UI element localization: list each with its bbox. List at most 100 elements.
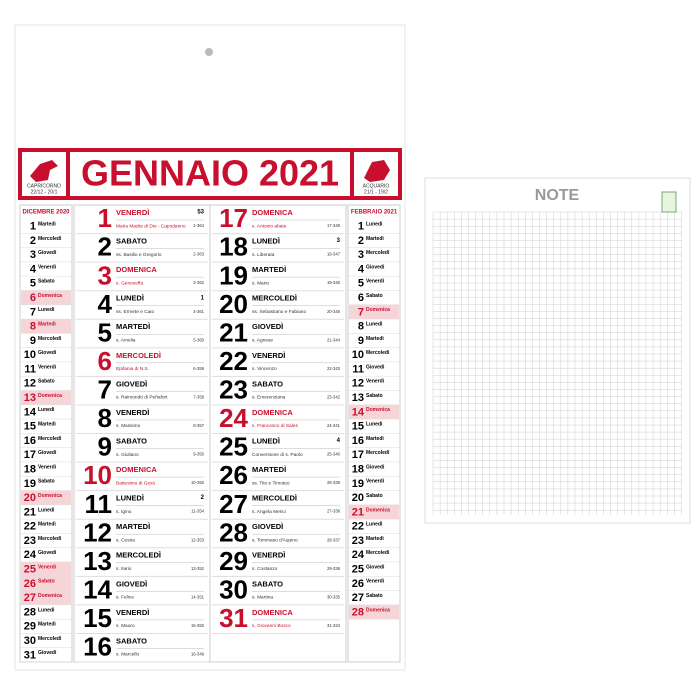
day-number: 3: [98, 260, 112, 290]
day-count: 16-349: [191, 652, 205, 657]
side-weekday: Giovedì: [38, 250, 57, 256]
day-count: 20-345: [327, 309, 341, 314]
weekday: MERCOLEDÌ: [252, 294, 297, 303]
side-weekday: Lunedì: [366, 322, 383, 328]
title-box: [70, 152, 350, 196]
side-day: 30: [24, 635, 36, 647]
side-day: 4: [358, 263, 365, 275]
weekday: DOMENICA: [252, 408, 293, 417]
side-day: 11: [352, 363, 364, 375]
side-weekday: Venerdì: [38, 464, 57, 470]
side-day: 1: [30, 221, 36, 233]
day-count: 15-350: [191, 623, 205, 628]
side-weekday: Mercoledì: [366, 550, 390, 556]
saint: Epifania di N.S.: [116, 366, 149, 372]
side-weekday: Sabato: [366, 393, 383, 399]
side-weekday: Lunedì: [38, 507, 55, 513]
day-count: 11-354: [191, 509, 204, 514]
day-count: 5-360: [193, 337, 204, 342]
weekday: DOMENICA: [252, 608, 293, 617]
saint: s. Costanzo: [252, 566, 278, 572]
weekday: MARTEDÌ: [252, 465, 286, 474]
side-weekday: Lunedì: [366, 422, 383, 428]
side-day: 20: [24, 492, 36, 504]
day-number: 12: [83, 517, 112, 547]
side-day: 16: [24, 435, 36, 447]
holiday-shade: [21, 390, 71, 405]
side-weekday: Mercoledì: [366, 350, 390, 356]
side-weekday: Giovedì: [366, 464, 385, 470]
side-weekday: Venerdì: [38, 564, 57, 570]
side-day: 3: [30, 249, 36, 261]
day-number: 22: [219, 346, 248, 376]
weekday: DOMENICA: [116, 465, 157, 474]
saint: s. Antonio abate: [252, 223, 287, 229]
day-number: 4: [98, 289, 113, 319]
day-number: 1: [98, 203, 112, 233]
saint: s. Marcello: [116, 652, 140, 658]
side-day: 19: [24, 478, 36, 490]
side-day: 14: [352, 406, 365, 418]
side-day: 12: [352, 378, 364, 390]
weekday: MERCOLEDÌ: [252, 494, 297, 503]
day-count: 19-346: [327, 280, 341, 285]
side-day: 2: [358, 235, 364, 247]
weekday: LUNEDÌ: [252, 237, 280, 246]
day-number: 18: [219, 232, 248, 262]
saint: s. Emerenziana: [252, 395, 286, 401]
side-weekday: Mercoledì: [38, 636, 62, 642]
side-weekday: Sabato: [366, 493, 383, 499]
side-weekday: Sabato: [38, 479, 55, 485]
side-weekday: Sabato: [38, 279, 55, 285]
day-count: 10-355: [191, 480, 205, 485]
weekday: VENERDÌ: [116, 408, 149, 417]
saint: s. Giovanni Bosco: [252, 623, 291, 629]
day-count: 7-358: [193, 394, 204, 399]
capricorn-icon: [30, 160, 58, 182]
side-weekday: Lunedì: [38, 307, 55, 313]
side-weekday: Domenica: [38, 293, 62, 299]
side-day: 18: [352, 463, 364, 475]
saint: s. Martina: [252, 595, 273, 601]
day-count: 6-359: [193, 366, 204, 371]
side-weekday: Venerdì: [366, 579, 385, 585]
side-weekday: Sabato: [38, 379, 55, 385]
side-day: 19: [352, 478, 364, 490]
side-weekday: Martedì: [38, 322, 56, 328]
holiday-shade: [349, 504, 399, 520]
day-number: 11: [85, 489, 113, 519]
weekday: LUNEDÌ: [252, 436, 280, 445]
day-count: 25-340: [327, 452, 341, 457]
side-day: 5: [30, 278, 36, 290]
side-weekday: Venerdì: [38, 264, 57, 270]
side-day: 23: [24, 535, 36, 547]
side-day: 23: [352, 535, 364, 547]
weekday: SABATO: [252, 579, 283, 588]
weekday: LUNEDÌ: [116, 294, 144, 303]
saint: s. Liberata: [252, 252, 275, 258]
day-count: 30-335: [327, 594, 341, 599]
side-day: 12: [24, 378, 36, 390]
day-number: 13: [83, 546, 112, 576]
holiday-shade: [349, 604, 399, 620]
side-weekday: Martedì: [366, 236, 384, 242]
side-day: 8: [30, 321, 36, 333]
side-day: 29: [24, 621, 36, 633]
weekday: VENERDÌ: [252, 551, 285, 560]
side-weekday: Mercoledì: [366, 250, 390, 256]
side-weekday: Giovedì: [366, 564, 385, 570]
side-weekday: Mercoledì: [38, 336, 62, 342]
weekday: SABATO: [252, 379, 283, 388]
side-weekday: Giovedì: [366, 364, 385, 370]
side-weekday: Giovedì: [366, 264, 385, 270]
holiday-shade: [21, 561, 71, 577]
day-count: 4-361: [193, 309, 204, 314]
day-number: 21: [219, 317, 248, 347]
day-number: 29: [219, 546, 248, 576]
day-number: 20: [219, 289, 248, 319]
day-count: 22-343: [327, 366, 341, 371]
calendar-body: 1 VENERDÌ Maria Madre di Dio - Capodanno 1-…: [19, 203, 401, 663]
side-day: 22: [24, 521, 36, 533]
day-number: 28: [219, 517, 248, 547]
side-day: 22: [352, 521, 364, 533]
